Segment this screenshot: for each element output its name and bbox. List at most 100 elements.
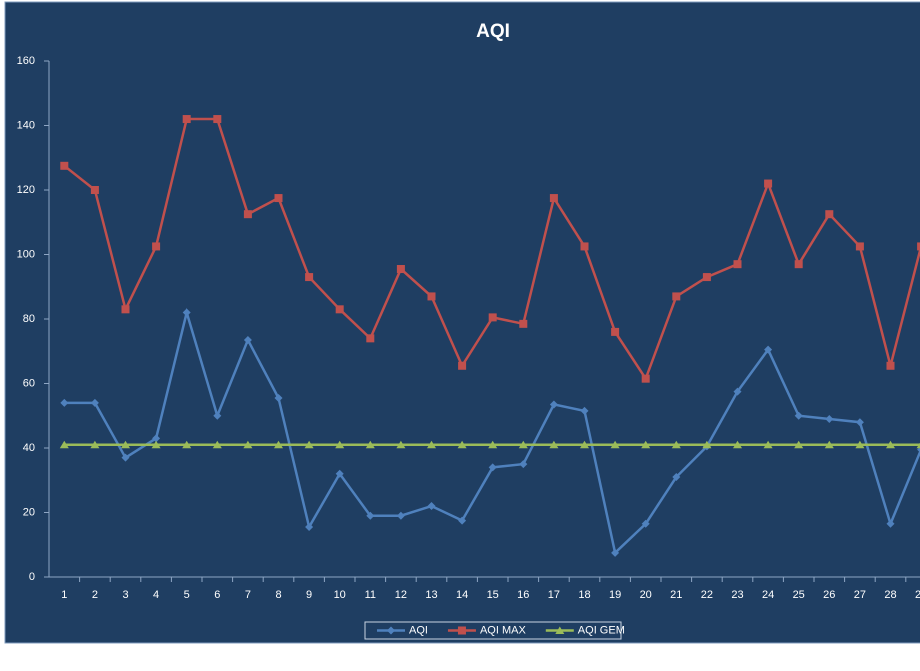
data-point bbox=[672, 292, 681, 301]
data-point bbox=[824, 440, 834, 449]
data-point bbox=[886, 440, 895, 449]
data-point bbox=[641, 440, 651, 449]
data-point bbox=[611, 548, 620, 557]
x-tick-label: 20 bbox=[640, 589, 652, 601]
data-point bbox=[702, 440, 712, 449]
data-point bbox=[794, 411, 803, 420]
x-tick-label: 28 bbox=[884, 589, 896, 601]
data-point bbox=[90, 440, 100, 449]
data-point bbox=[151, 440, 161, 449]
data-point bbox=[764, 179, 773, 188]
data-point bbox=[60, 398, 69, 407]
data-point bbox=[366, 334, 375, 343]
y-tick-label: 20 bbox=[23, 506, 35, 518]
y-tick-label: 40 bbox=[23, 442, 35, 454]
data-point bbox=[794, 440, 804, 449]
data-point bbox=[213, 115, 222, 124]
x-tick-label: 3 bbox=[122, 589, 128, 601]
chart-title: AQI bbox=[476, 21, 510, 42]
x-tick-label: 25 bbox=[793, 589, 805, 601]
data-point bbox=[427, 502, 436, 511]
data-point bbox=[458, 361, 467, 370]
data-point bbox=[396, 511, 405, 520]
data-point bbox=[580, 440, 589, 449]
x-tick-label: 16 bbox=[517, 589, 529, 601]
x-tick-label: 18 bbox=[578, 589, 590, 601]
x-tick-label: 17 bbox=[548, 589, 560, 601]
data-point bbox=[519, 460, 528, 469]
data-point bbox=[274, 394, 283, 403]
data-point bbox=[90, 398, 99, 407]
x-tick-label: 26 bbox=[823, 589, 835, 601]
data-point bbox=[886, 361, 895, 370]
data-point bbox=[855, 418, 864, 427]
y-tick-label: 0 bbox=[29, 571, 35, 583]
data-point bbox=[794, 260, 803, 269]
x-tick-label: 11 bbox=[365, 589, 376, 601]
data-point bbox=[763, 440, 773, 449]
x-tick-label: 8 bbox=[275, 589, 281, 601]
data-point bbox=[886, 519, 895, 528]
x-tick-label: 5 bbox=[184, 589, 190, 601]
data-point bbox=[365, 440, 375, 449]
x-tick-label: 13 bbox=[425, 589, 437, 601]
data-point bbox=[121, 440, 130, 449]
data-point bbox=[549, 194, 558, 203]
legend-label: AQI GEM bbox=[578, 624, 625, 636]
y-tick-label: 80 bbox=[23, 313, 35, 325]
data-point bbox=[427, 292, 436, 301]
data-point bbox=[213, 411, 222, 420]
x-tick-label: 22 bbox=[701, 589, 713, 601]
data-point bbox=[182, 440, 192, 449]
data-point bbox=[855, 440, 865, 449]
x-tick-label: 19 bbox=[609, 589, 621, 601]
x-tick-label: 12 bbox=[395, 589, 407, 601]
data-point bbox=[641, 519, 650, 528]
data-point bbox=[121, 305, 130, 314]
data-point bbox=[733, 440, 742, 449]
y-tick-label: 100 bbox=[17, 248, 35, 260]
data-point bbox=[916, 442, 920, 449]
data-point bbox=[488, 440, 498, 449]
data-point bbox=[764, 345, 773, 354]
data-point bbox=[152, 434, 161, 443]
data-point bbox=[243, 335, 252, 344]
data-point bbox=[702, 273, 711, 282]
data-point bbox=[335, 305, 344, 314]
x-tick-label: 21 bbox=[670, 589, 682, 601]
data-point bbox=[274, 440, 283, 449]
data-point bbox=[59, 440, 69, 449]
data-point bbox=[641, 374, 650, 383]
data-point bbox=[825, 414, 834, 423]
x-tick-label: 27 bbox=[854, 589, 866, 601]
legend-marker bbox=[555, 626, 565, 634]
data-point bbox=[733, 260, 742, 269]
data-point bbox=[519, 319, 528, 328]
data-point bbox=[488, 463, 497, 472]
data-point bbox=[243, 210, 252, 219]
x-tick-label: 15 bbox=[487, 589, 499, 601]
data-point bbox=[366, 511, 375, 520]
data-point bbox=[121, 453, 130, 462]
data-point bbox=[610, 440, 620, 449]
data-point bbox=[152, 242, 161, 251]
data-point bbox=[60, 161, 69, 170]
data-point bbox=[549, 440, 559, 449]
data-point bbox=[182, 308, 191, 317]
data-point bbox=[488, 313, 497, 322]
data-point bbox=[671, 440, 681, 449]
data-point bbox=[274, 194, 283, 203]
data-point bbox=[733, 387, 742, 396]
data-point bbox=[825, 210, 834, 219]
chart-background bbox=[4, 1, 920, 644]
data-point bbox=[458, 516, 467, 525]
legend-marker bbox=[457, 626, 466, 635]
x-tick-label: 9 bbox=[306, 589, 312, 601]
legend-box bbox=[364, 621, 622, 640]
x-tick-label: 6 bbox=[214, 589, 220, 601]
data-point bbox=[580, 242, 589, 251]
data-point bbox=[335, 440, 345, 449]
data-point bbox=[304, 440, 314, 449]
